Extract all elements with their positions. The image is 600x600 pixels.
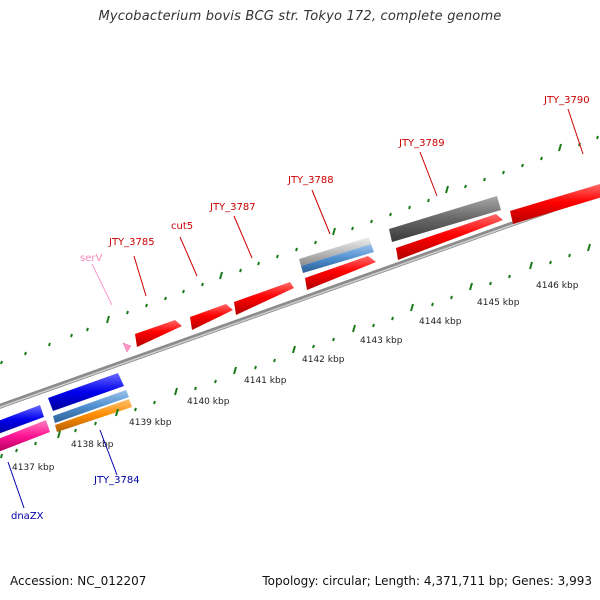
label-leaders [7,108,584,509]
forward-features [122,184,600,353]
label-jty3790[interactable]: JTY_3790 [543,95,590,106]
light-blue-feature[interactable] [301,244,374,273]
genome-info-text: Topology: circular; Length: 4,371,711 bp… [262,574,592,588]
light-blue-feature-2[interactable] [53,390,129,423]
gray-feature[interactable] [389,196,501,242]
scale-label: 4142 kbp [302,355,345,365]
label-jty3788[interactable]: JTY_3788 [287,175,334,186]
reverse-features [0,373,132,452]
scale-label: 4141 kbp [244,376,287,386]
label-jty3789[interactable]: JTY_3789 [398,138,445,149]
gene-labels: JTY_3785 cut5 JTY_3787 JTY_3788 JTY_3789… [11,95,590,522]
pink-feature[interactable] [0,420,50,452]
light-gray-feature[interactable] [299,237,371,266]
blue-feature-1[interactable] [0,405,44,434]
cds-jty3788-feature[interactable] [305,256,376,290]
orange-feature[interactable] [55,399,132,432]
scale-label: 4138 kbp [71,440,114,450]
blue-feature-2[interactable] [48,373,124,411]
cds-jty3787-feature[interactable] [234,282,294,315]
label-jty3785[interactable]: JTY_3785 [108,237,155,248]
scale-label: 4137 kbp [12,463,55,473]
outer-tick-row [0,135,599,365]
cds-jty3789-feature[interactable] [396,214,503,260]
backbone [0,190,600,409]
scale-label: 4139 kbp [129,418,172,428]
scale-label: 4145 kbp [477,298,520,308]
cds-jty3790-feature[interactable] [510,184,600,224]
label-cut5[interactable]: cut5 [171,221,193,232]
trna-serv-feature[interactable] [122,342,132,353]
scale-label: 4143 kbp [360,336,403,346]
label-dnazx[interactable]: dnaZX [11,511,44,522]
scale-labels: 4137 kbp 4138 kbp 4139 kbp 4140 kbp 4141… [12,281,579,473]
inner-tick-row [0,243,591,459]
accession-text: Accession: NC_012207 [10,574,147,588]
cds-jty3785-feature[interactable] [135,320,182,347]
label-jty3787[interactable]: JTY_3787 [209,202,256,213]
map-title: Mycobacterium bovis BCG str. Tokyo 172, … [98,9,502,24]
label-serv[interactable]: serV [80,253,102,264]
cds-cut5-feature[interactable] [190,304,233,330]
scale-label: 4140 kbp [187,397,230,407]
scale-label: 4146 kbp [536,281,579,291]
label-jty3784[interactable]: JTY_3784 [93,475,140,486]
scale-label: 4144 kbp [419,317,462,327]
